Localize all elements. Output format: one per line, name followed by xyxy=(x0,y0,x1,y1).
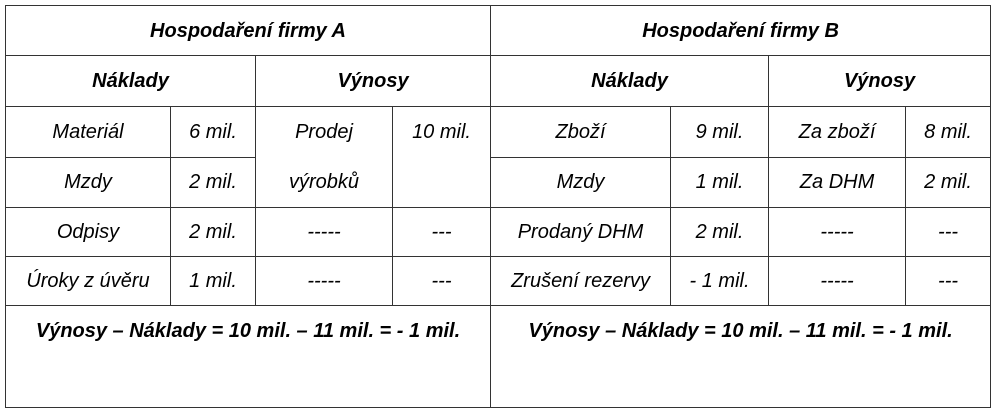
cost-amount: 9 mil. xyxy=(670,106,770,158)
result: Výnosy – Náklady = 10 mil. – 11 mil. = -… xyxy=(4,305,492,408)
revenue-item: Za DHM xyxy=(768,156,907,208)
firm-title: Hospodaření firmy A xyxy=(4,5,492,56)
cost-item: Mzdy xyxy=(490,156,672,208)
revenue-amount: 8 mil. xyxy=(905,106,992,158)
cost-item: Materiál xyxy=(5,106,171,158)
cost-item: Úroky z úvěru xyxy=(5,256,171,306)
revenue-item: Za zboží xyxy=(768,106,907,158)
cost-item: Prodaný DHM xyxy=(490,207,672,257)
cost-amount: 2 mil. xyxy=(670,207,770,257)
cost-item: Zrušení rezervy xyxy=(490,256,672,306)
cost-amount: 2 mil. xyxy=(170,207,256,257)
revenue-amount: --- xyxy=(905,207,992,257)
cost-item: Zboží xyxy=(490,106,672,158)
cost-item: Mzdy xyxy=(5,156,171,208)
cost-item: Odpisy xyxy=(5,207,171,257)
revenues-header: Výnosy xyxy=(254,55,492,107)
revenue-item: ----- xyxy=(768,256,907,306)
revenue-amount: --- xyxy=(905,256,992,306)
cost-amount: 1 mil. xyxy=(170,256,256,306)
finance-table: Hospodaření firmy A Hospodaření firmy B … xyxy=(4,5,992,408)
result: Výnosy – Náklady = 10 mil. – 11 mil. = -… xyxy=(490,305,992,408)
revenue-amount: 10 mil. xyxy=(391,106,492,208)
revenue-amount: 2 mil. xyxy=(905,156,992,208)
cost-amount: 1 mil. xyxy=(670,156,770,208)
cost-amount: 2 mil. xyxy=(170,156,256,208)
revenues-header: Výnosy xyxy=(768,55,992,107)
cost-amount: 6 mil. xyxy=(170,106,256,158)
revenue-item: Prodej výrobků xyxy=(255,106,393,208)
revenue-item: ----- xyxy=(255,256,393,306)
cost-amount: - 1 mil. xyxy=(670,256,770,306)
costs-header: Náklady xyxy=(490,55,770,107)
revenue-item: ----- xyxy=(255,207,393,257)
firm-title: Hospodaření firmy B xyxy=(490,5,992,56)
revenue-amount: --- xyxy=(391,256,492,306)
costs-header: Náklady xyxy=(5,55,256,107)
revenue-item: ----- xyxy=(768,207,907,257)
revenue-amount: --- xyxy=(391,207,492,257)
